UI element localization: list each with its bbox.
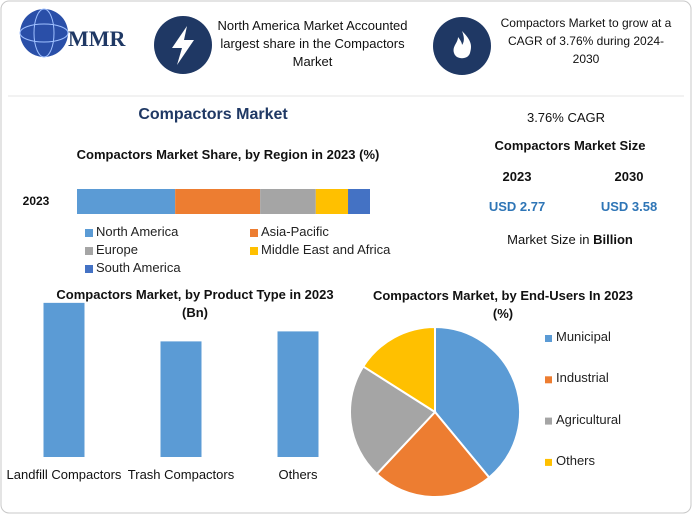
bar-segment [260,189,316,214]
icon-flame [453,31,472,59]
logo-text: MMR [68,26,126,51]
legend-label: Industrial [556,370,609,386]
logo-orbit [33,8,55,58]
bar [277,331,319,457]
x-tick-label: Landfill Compactors [6,467,122,482]
legend-label: Asia-Pacific [261,224,329,239]
x-tick-label: Others [278,467,318,482]
pie-slice [349,365,437,476]
legend-label: South America [96,260,181,275]
legend-swatch [545,335,552,342]
legend-swatch [85,229,93,237]
bar [160,341,202,457]
stats-note: Market Size in Billion [480,231,660,249]
market-value: USD 2.77 [488,199,546,214]
bar-segment [348,189,370,214]
y-tick-label: 2023 [22,194,50,208]
logo-orbit [19,23,69,43]
pie-slice [434,325,521,479]
legend-label: Municipal [556,329,611,344]
legend-swatch [85,265,93,273]
chart-title: Compactors Market, by Product Type in 20… [56,287,334,320]
bar-segment [77,189,176,214]
info-text: Compactors Market to grow at a CAGR of 3… [500,16,672,66]
chart-title: Compactors Market, by End-Users In 2023 … [372,288,634,321]
year: 2030 [614,169,644,184]
legend-swatch [85,247,93,255]
chart-title: Compactors Market Share, by Region in 20… [76,147,380,162]
note-unit: Billion [593,232,633,247]
legend-swatch [250,229,258,237]
legend-label: Europe [96,242,138,257]
year: 2023 [502,169,532,184]
bar-segment [315,189,349,214]
pie-slice [375,410,491,498]
bar [43,302,85,457]
main-title: Compactors Market [138,106,288,123]
bar-segment [175,189,261,214]
pie-slice [361,325,436,414]
market-value: USD 3.58 [600,199,658,214]
legend-label: Agricultural [556,411,622,427]
icon-bolt [172,26,194,65]
legend-label: Middle East and Africa [261,242,391,257]
legend-label: Others [556,452,596,468]
legend-swatch [545,376,552,384]
x-tick-label: Trash Compactors [127,467,235,482]
legend-label: North America [96,224,179,239]
note-text: Market Size in [507,232,590,247]
logo-globe [20,9,68,57]
legend-swatch [545,417,552,425]
cagr: 3.76% CAGR [526,110,606,125]
stats-title: Compactors Market Size [494,138,646,153]
legend-swatch [545,458,552,466]
info-text: North America Market Accounted largest s… [217,18,408,69]
legend-swatch [250,247,258,255]
